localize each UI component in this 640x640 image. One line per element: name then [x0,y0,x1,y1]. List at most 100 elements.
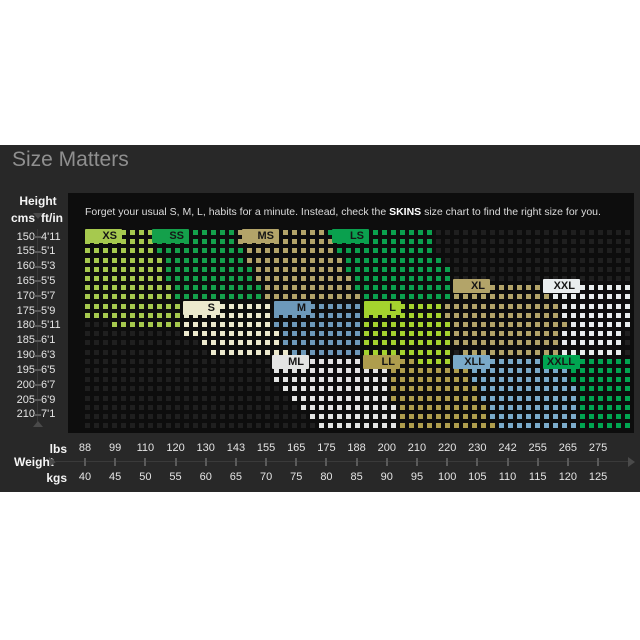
height-tick [34,369,41,372]
weight-value-kgs: 75 [290,471,303,483]
size-region-row-l [364,331,450,337]
size-region-row-ls [355,285,450,291]
weight-value-kgs: 85 [350,471,363,483]
size-label-xxl: XXL [543,279,580,293]
weight-tick [385,458,388,466]
size-region-row-xs [85,248,153,254]
size-region-row-s [184,322,270,327]
size-region-row-xxl [562,312,630,318]
height-axis-line [37,229,38,427]
weight-tick [355,458,358,466]
height-value-cms: 180 [16,319,35,332]
weight-tick [295,458,298,466]
size-region-row-ll [400,414,486,419]
height-tick [34,310,41,313]
size-region-row-xxl [562,303,630,309]
size-region-row-xs [85,266,162,272]
size-label-ls: LS [332,229,369,243]
intro-post: size chart to find the right size for yo… [421,206,601,218]
size-region-row-ss [175,285,261,291]
weight-value-lbs: 88 [78,442,92,454]
size-label-xs: XS [85,229,122,243]
weight-value-kgs: 115 [528,471,547,483]
size-label-ll: LL [363,355,400,369]
weight-value-kgs: 65 [229,471,243,483]
height-unit-cms: cms [10,211,35,225]
weight-axis-title: Weight [14,455,54,469]
height-tick [34,354,41,357]
size-region-row-xxll [571,368,630,373]
weight-value-kgs: 45 [109,471,122,483]
brand-name: SKINS [389,206,422,218]
size-region-row-xl [445,312,558,318]
size-region-row-xl [454,285,549,291]
weight-tick [204,458,207,466]
size-label-s: S [183,301,220,315]
weight-value-kgs: 50 [139,471,152,483]
size-region-row-ls [337,248,432,254]
size-label-ml: ML [272,355,309,369]
height-value-cms: 190 [16,349,35,362]
size-region-row-m [274,322,360,327]
size-region-row-ms [247,248,333,254]
weight-tick [446,458,449,466]
size-region-row-l [364,349,450,355]
height-tick [34,324,41,327]
size-region-row-xxl [571,322,630,327]
height-value-ftin: 5'7 [41,289,56,302]
height-value-cms: 170 [16,289,35,302]
weight-value-lbs: 143 [226,442,246,454]
size-region-row-ms [265,285,351,291]
size-region-row-ls [364,294,450,300]
size-region-row-xll [454,358,540,364]
size-region-row-xs [85,257,162,263]
size-region-row-ll [400,404,486,410]
weight-tick [265,458,268,466]
weight-value-lbs: 175 [317,442,336,454]
weight-axis-line [56,461,628,462]
weight-value-lbs: 99 [109,442,122,454]
size-region-row-xll [490,404,576,410]
weight-tick [174,458,177,466]
size-region-row-ml [301,404,396,410]
size-region-row-ml [283,386,387,392]
size-region-row-ss [157,239,234,245]
size-region-row-s [184,331,279,337]
height-tick [34,236,41,238]
weight-value-lbs: 210 [407,442,427,454]
height-axis-title: Height [19,194,57,208]
size-region-row-ml [274,377,387,383]
height-value-cms: 175 [16,304,35,317]
size-region-row-ll [391,395,477,401]
weight-tick [144,458,147,466]
height-value-ftin: 5'11 [41,319,61,332]
size-region-row-xxl [553,294,630,300]
size-region-row-xxl [553,285,630,291]
weight-value-kgs: 105 [468,471,487,483]
height-value-ftin: 6'9 [41,393,56,406]
weight-value-kgs: 110 [498,471,517,483]
weight-value-lbs: 242 [498,442,517,454]
weight-axis-arrow-right-icon [628,457,635,467]
size-region-row-ss [175,294,261,300]
size-region-row-ll [391,377,468,383]
size-region-row-xxll [580,404,630,410]
intro-pre: Forget your usual S, M, L, habits for a … [85,206,390,218]
size-region-row-m [274,312,360,318]
size-region-row-ss [166,257,243,263]
size-region-row-xll [490,414,576,419]
size-region-row-xs [85,276,162,281]
size-region-row-xll [472,377,567,383]
size-region-row-xs [85,285,171,291]
weight-axis-arrow-left-icon [49,457,56,467]
size-region-row-m [292,349,360,355]
size-label-xl: XL [453,279,490,293]
size-label-ms: MS [242,229,279,243]
size-region-row-ls [328,230,432,235]
size-label-xll: XLL [453,355,490,369]
size-region-row-xl [445,303,558,309]
weight-value-kgs: 55 [169,471,182,483]
size-region-row-ml [310,414,396,419]
size-region-row-ls [346,257,441,263]
